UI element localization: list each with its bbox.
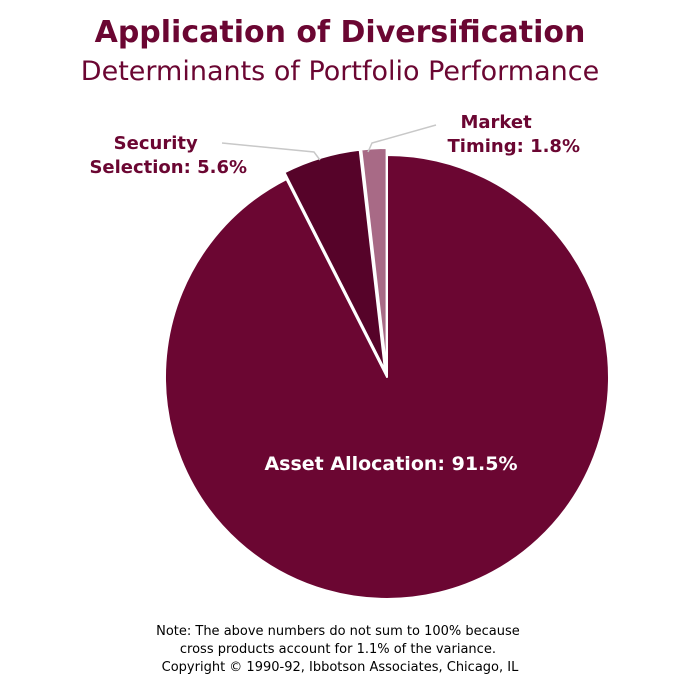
chart-subtitle: Determinants of Portfolio Performance: [81, 56, 599, 87]
slice-security-selection: [283, 148, 386, 372]
pie-slices: [164, 147, 610, 600]
chart-title: Application of Diversification: [95, 15, 586, 50]
slice-label-market-timing-line-2: Timing: 1.8%: [448, 136, 580, 157]
leader-line-security-selection: [221, 142, 321, 161]
slice-label-market-timing-line-1: Market: [460, 112, 532, 133]
slice-asset-allocation: [164, 154, 610, 600]
footnote-line-3: Copyright © 1990-92, Ibbotson Associates…: [162, 660, 519, 675]
leader-lines: [221, 124, 437, 161]
footnote-line-1: Note: The above numbers do not sum to 10…: [156, 624, 520, 639]
slice-label-market-timing: Market Timing: 1.8%: [448, 112, 580, 157]
footnote-line-2: cross products account for 1.1% of the v…: [180, 642, 496, 657]
slice-label-security-selection-line-1: Security: [114, 133, 198, 154]
footnote: Note: The above numbers do not sum to 10…: [156, 624, 524, 675]
leader-line-market-timing: [367, 124, 437, 153]
slice-label-asset-allocation: Asset Allocation: 91.5%: [264, 453, 517, 475]
slice-market-timing: [360, 147, 388, 372]
slice-label-security-selection-line-2: Selection: 5.6%: [89, 157, 247, 178]
slice-label-security-selection: Security Selection: 5.6%: [89, 133, 247, 178]
